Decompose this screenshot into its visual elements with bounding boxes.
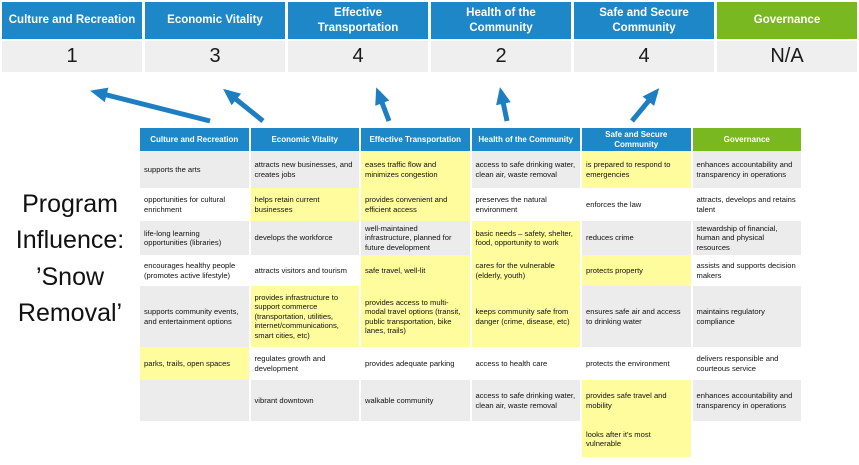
matrix-cell: attracts visitors and tourism [250, 255, 359, 286]
matrix-cell [692, 421, 801, 457]
matrix-cell: cares for the vulnerable (elderly, youth… [471, 255, 580, 286]
matrix-cell: access to safe drinking water, clean air… [471, 151, 580, 188]
arrow-culture-and-recreation [90, 87, 211, 124]
matrix-cell: maintains regulatory compliance [692, 286, 801, 347]
matrix-cell: basic needs – safety, shelter, food, opp… [471, 221, 580, 255]
matrix-cell: helps retain current businesses [250, 188, 359, 221]
matrix-cell: walkable community [361, 380, 470, 421]
matrix-cell: well-maintained infrastructure, planned … [361, 221, 470, 255]
matrix-cell [361, 421, 470, 457]
matrix-cell: eases traffic flow and minimizes congest… [361, 151, 470, 188]
scoreboard-header-cell: Economic Vitality [145, 2, 285, 39]
matrix-cell [471, 421, 580, 457]
matrix-cell [140, 421, 249, 457]
matrix-cell: vibrant downtown [250, 380, 359, 421]
matrix-cell: keeps community safe from danger (crime,… [471, 286, 580, 347]
matrix-cell: provides access to multi-modal travel op… [361, 286, 470, 347]
matrix-cell: encourages healthy people (promotes acti… [140, 255, 249, 286]
arrow-effective-transportation [375, 87, 392, 122]
matrix-header-cell: Effective Transportation [361, 128, 470, 151]
scoreboard-header-cell: Culture and Recreation [2, 2, 142, 39]
matrix-cell: parks, trails, open spaces [140, 347, 249, 380]
matrix-cell: looks after it's most vulnerable [582, 421, 691, 457]
matrix-cell [250, 421, 359, 457]
matrix-cell: protects property [582, 255, 691, 286]
matrix-cell: provides convenient and efficient access [361, 188, 470, 221]
matrix-cell: attracts, develops and retains talent [692, 188, 801, 221]
matrix-cell: provides safe travel and mobility [582, 380, 691, 421]
matrix-cell: access to health care [471, 347, 580, 380]
matrix-cell: assists and supports decision makers [692, 255, 801, 286]
matrix-header-cell: Health of the Community [471, 128, 580, 151]
matrix-cell: is prepared to respond to emergencies [582, 151, 691, 188]
matrix-cell: enhances accountability and transparency… [692, 380, 801, 421]
scoreboard-header-cell: Safe and Secure Community [574, 2, 714, 39]
scoreboard-score-cell: 2 [431, 41, 571, 72]
scoreboard-score-cell: N/A [717, 41, 857, 72]
matrix-header-cell: Economic Vitality [250, 128, 359, 151]
influence-matrix: Culture and Recreation Economic Vitality E… [140, 128, 801, 457]
matrix-cell: life-long learning opportunities (librar… [140, 221, 249, 255]
matrix-cell: enforces the law [582, 188, 691, 221]
matrix-cell: supports community events, and entertain… [140, 286, 249, 347]
matrix-cell: provides adequate parking [361, 347, 470, 380]
matrix-header-cell: Safe and Secure Community [582, 128, 691, 151]
matrix-cell [140, 380, 249, 421]
matrix-cell: stewardship of financial, human and phys… [692, 221, 801, 255]
arrow-safe-and-secure-community [630, 88, 660, 123]
matrix-cell: access to safe drinking water, clean air… [471, 380, 580, 421]
matrix-cell: regulates growth and development [250, 347, 359, 380]
scoreboard: Culture and Recreation Economic Vitality E… [2, 2, 857, 72]
matrix-cell: opportunities for cultural enrichment [140, 188, 249, 221]
matrix-cell: preserves the natural environment [471, 188, 580, 221]
matrix-cell: enhances accountability and transparency… [692, 151, 801, 188]
matrix-cell: safe travel, well-lit [361, 255, 470, 286]
scoreboard-score-cell: 3 [145, 41, 285, 72]
matrix-cell: provides infrastructure to support comme… [250, 286, 359, 347]
matrix-cell: protects the environment [582, 347, 691, 380]
matrix-cell: reduces crime [582, 221, 691, 255]
scoreboard-score-cell: 4 [288, 41, 428, 72]
matrix-cell: develops the workforce [250, 221, 359, 255]
scoreboard-header-cell: Health of the Community [431, 2, 571, 39]
matrix-cell: attracts new businesses, and creates job… [250, 151, 359, 188]
matrix-header-cell: Culture and Recreation [140, 128, 249, 151]
program-influence-label: Program Influence: ’Snow Removal’ [15, 190, 125, 327]
arrow-economic-vitality [223, 88, 265, 123]
scoreboard-header-cell: Governance [717, 2, 857, 39]
scoreboard-score-cell: 4 [574, 41, 714, 72]
scoreboard-header-cell: Effective Transportation [288, 2, 428, 39]
matrix-cell: supports the arts [140, 151, 249, 188]
matrix-cell: ensures safe air and access to drinking … [582, 286, 691, 347]
matrix-header-cell: Governance [692, 128, 801, 151]
matrix-cell: delivers responsible and courteous servi… [692, 347, 801, 380]
arrow-health-of-the-community [496, 87, 511, 122]
scoreboard-score-cell: 1 [2, 41, 142, 72]
